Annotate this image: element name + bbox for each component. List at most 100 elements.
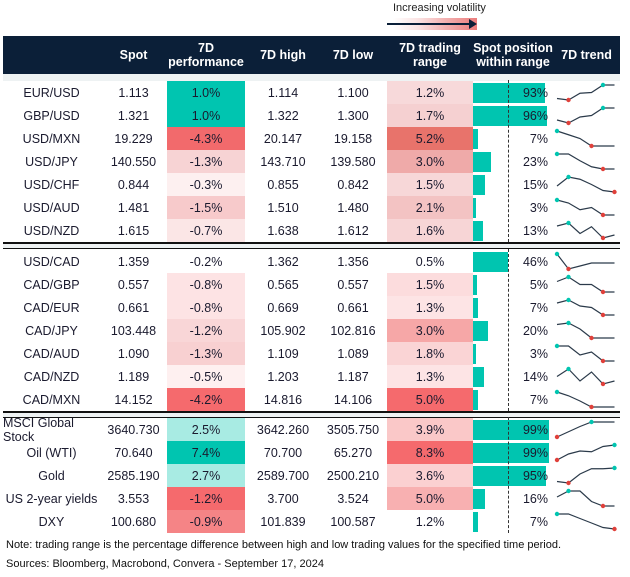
cell-low: 19.158: [333, 131, 373, 146]
spot-position-bar: [473, 106, 547, 126]
trend-line: [556, 176, 615, 193]
spot-position-label: 3%: [529, 200, 548, 215]
trend-max-marker: [554, 197, 560, 203]
cell-perf: -4.2%: [167, 388, 245, 411]
spot-position-bar: [473, 152, 491, 172]
trend-sparkline: [554, 389, 615, 410]
spot-position-label: 3%: [529, 346, 548, 361]
table-row: CAD/GBP 0.557 -0.8% 0.565 0.557 1.5% 5%: [3, 273, 620, 296]
spot-position-label: 96%: [522, 108, 548, 123]
table-row: USD/NZD 1.615 -0.7% 1.638 1.612 1.6% 13%: [3, 219, 620, 242]
table-row: USD/CAD 1.359 -0.2% 1.362 1.356 0.5% 46%: [3, 250, 620, 273]
trend-line: [556, 107, 615, 124]
section-rule: [3, 242, 620, 244]
cell-high: 1.510: [267, 200, 299, 215]
cell-high: 1.114: [267, 85, 299, 100]
trend-max-marker: [600, 82, 606, 88]
cell-perf: -0.8%: [167, 296, 245, 319]
trend-min-marker: [566, 266, 571, 272]
cell-low: 1.356: [337, 254, 369, 269]
range-midline: [508, 417, 509, 533]
table-row: USD/CHF 0.844 -0.3% 0.855 0.842 1.5% 15%: [3, 173, 620, 196]
cell-spot: 103.448: [110, 323, 157, 338]
section-rule: [3, 248, 620, 249]
spot-position-bar: [473, 252, 509, 272]
cell-name: Gold: [38, 468, 65, 483]
cell-range: 8.3%: [387, 441, 473, 464]
cell-name: USD/AUD: [23, 200, 80, 215]
cell-high: 2589.700: [256, 468, 310, 483]
trend-min-marker: [566, 480, 571, 486]
cell-perf: 7.4%: [167, 441, 245, 464]
cell-high: 0.855: [267, 177, 299, 192]
trend-min-marker: [600, 312, 606, 318]
cell-perf: -0.8%: [167, 273, 245, 296]
cell-range: 5.2%: [387, 127, 473, 150]
spot-position-label: 99%: [522, 422, 548, 437]
trend-line: [556, 199, 615, 216]
trend-line: [556, 130, 615, 147]
cell-name: EUR/USD: [23, 85, 80, 100]
cell-name: USD/MXN: [22, 131, 81, 146]
spot-position-bar: [473, 466, 547, 486]
trend-min-marker: [566, 120, 571, 126]
cell-perf: -4.3%: [167, 127, 245, 150]
spot-position-label: 23%: [522, 154, 548, 169]
spot-position-bar: [473, 512, 479, 532]
cell-perf: -0.7%: [167, 219, 245, 242]
cell-perf: 2.7%: [167, 464, 245, 487]
header-range: 7D trading range: [399, 41, 461, 69]
table-row: USD/JPY 140.550 -1.3% 143.710 139.580 3.0% 23%: [3, 150, 620, 173]
spot-position-label: 46%: [522, 254, 548, 269]
trend-line: [556, 444, 615, 461]
cell-range: 3.0%: [387, 319, 473, 342]
cell-high: 0.565: [267, 277, 299, 292]
cell-perf: -0.9%: [167, 510, 245, 533]
trend-sparkline: [554, 251, 615, 272]
cell-name: CAD/AUD: [23, 346, 80, 361]
cell-high: 1.638: [267, 223, 299, 238]
cell-spot: 1.113: [118, 85, 149, 100]
section-rule: [3, 411, 620, 413]
trend-min-marker: [566, 97, 571, 103]
cell-high: 1.322: [267, 108, 299, 123]
table-row: GBP/USD 1.321 1.0% 1.322 1.300 1.7% 96%: [3, 104, 620, 127]
cell-range: 1.3%: [387, 365, 473, 388]
header-name: [3, 36, 100, 74]
trend-sparkline: [554, 128, 615, 149]
trend-sparkline: [556, 274, 615, 295]
cell-perf: 1.0%: [167, 81, 245, 104]
spot-position-bar: [473, 489, 486, 509]
trend-max-marker: [566, 320, 571, 326]
cell-spot: 2585.190: [107, 468, 160, 483]
header-gap: [3, 74, 620, 81]
table-row: US 2-year yields 3.553 -1.2% 3.700 3.524 5.0%…: [3, 487, 620, 510]
cell-high: 3642.260: [256, 422, 310, 437]
trend-sparkline: [556, 465, 617, 486]
cell-high: 1.362: [267, 254, 299, 269]
trend-max-marker: [566, 488, 571, 494]
cell-spot: 70.640: [114, 445, 153, 460]
cell-high: 1.109: [267, 346, 299, 361]
spot-position-label: 7%: [529, 131, 548, 146]
cell-range: 3.0%: [387, 150, 473, 173]
spot-position-label: 93%: [522, 85, 548, 100]
table-header: Spot 7D performance 7D high 7D low 7D tradin…: [3, 36, 620, 74]
cell-low: 100.587: [330, 514, 376, 529]
cell-high: 3.700: [267, 491, 299, 506]
cell-name: GBP/USD: [23, 108, 80, 123]
spot-position-bar: [473, 129, 479, 149]
cell-name: USD/JPY: [25, 154, 78, 169]
cell-name: Oil (WTI): [26, 445, 77, 460]
cell-range: 3.9%: [387, 418, 473, 441]
trend-max-marker: [566, 174, 571, 180]
cell-name: US 2-year yields: [5, 491, 98, 506]
cell-high: 105.902: [260, 323, 306, 338]
cell-high: 70.700: [263, 445, 303, 460]
trend-max-marker: [554, 151, 560, 157]
cell-low: 139.580: [330, 154, 376, 169]
table-row: Oil (WTI) 70.640 7.4% 70.700 65.270 8.3% 99%: [3, 441, 620, 464]
trend-min-marker: [589, 404, 594, 410]
trend-sparkline: [556, 320, 615, 341]
trend-sparkline: [556, 366, 615, 387]
